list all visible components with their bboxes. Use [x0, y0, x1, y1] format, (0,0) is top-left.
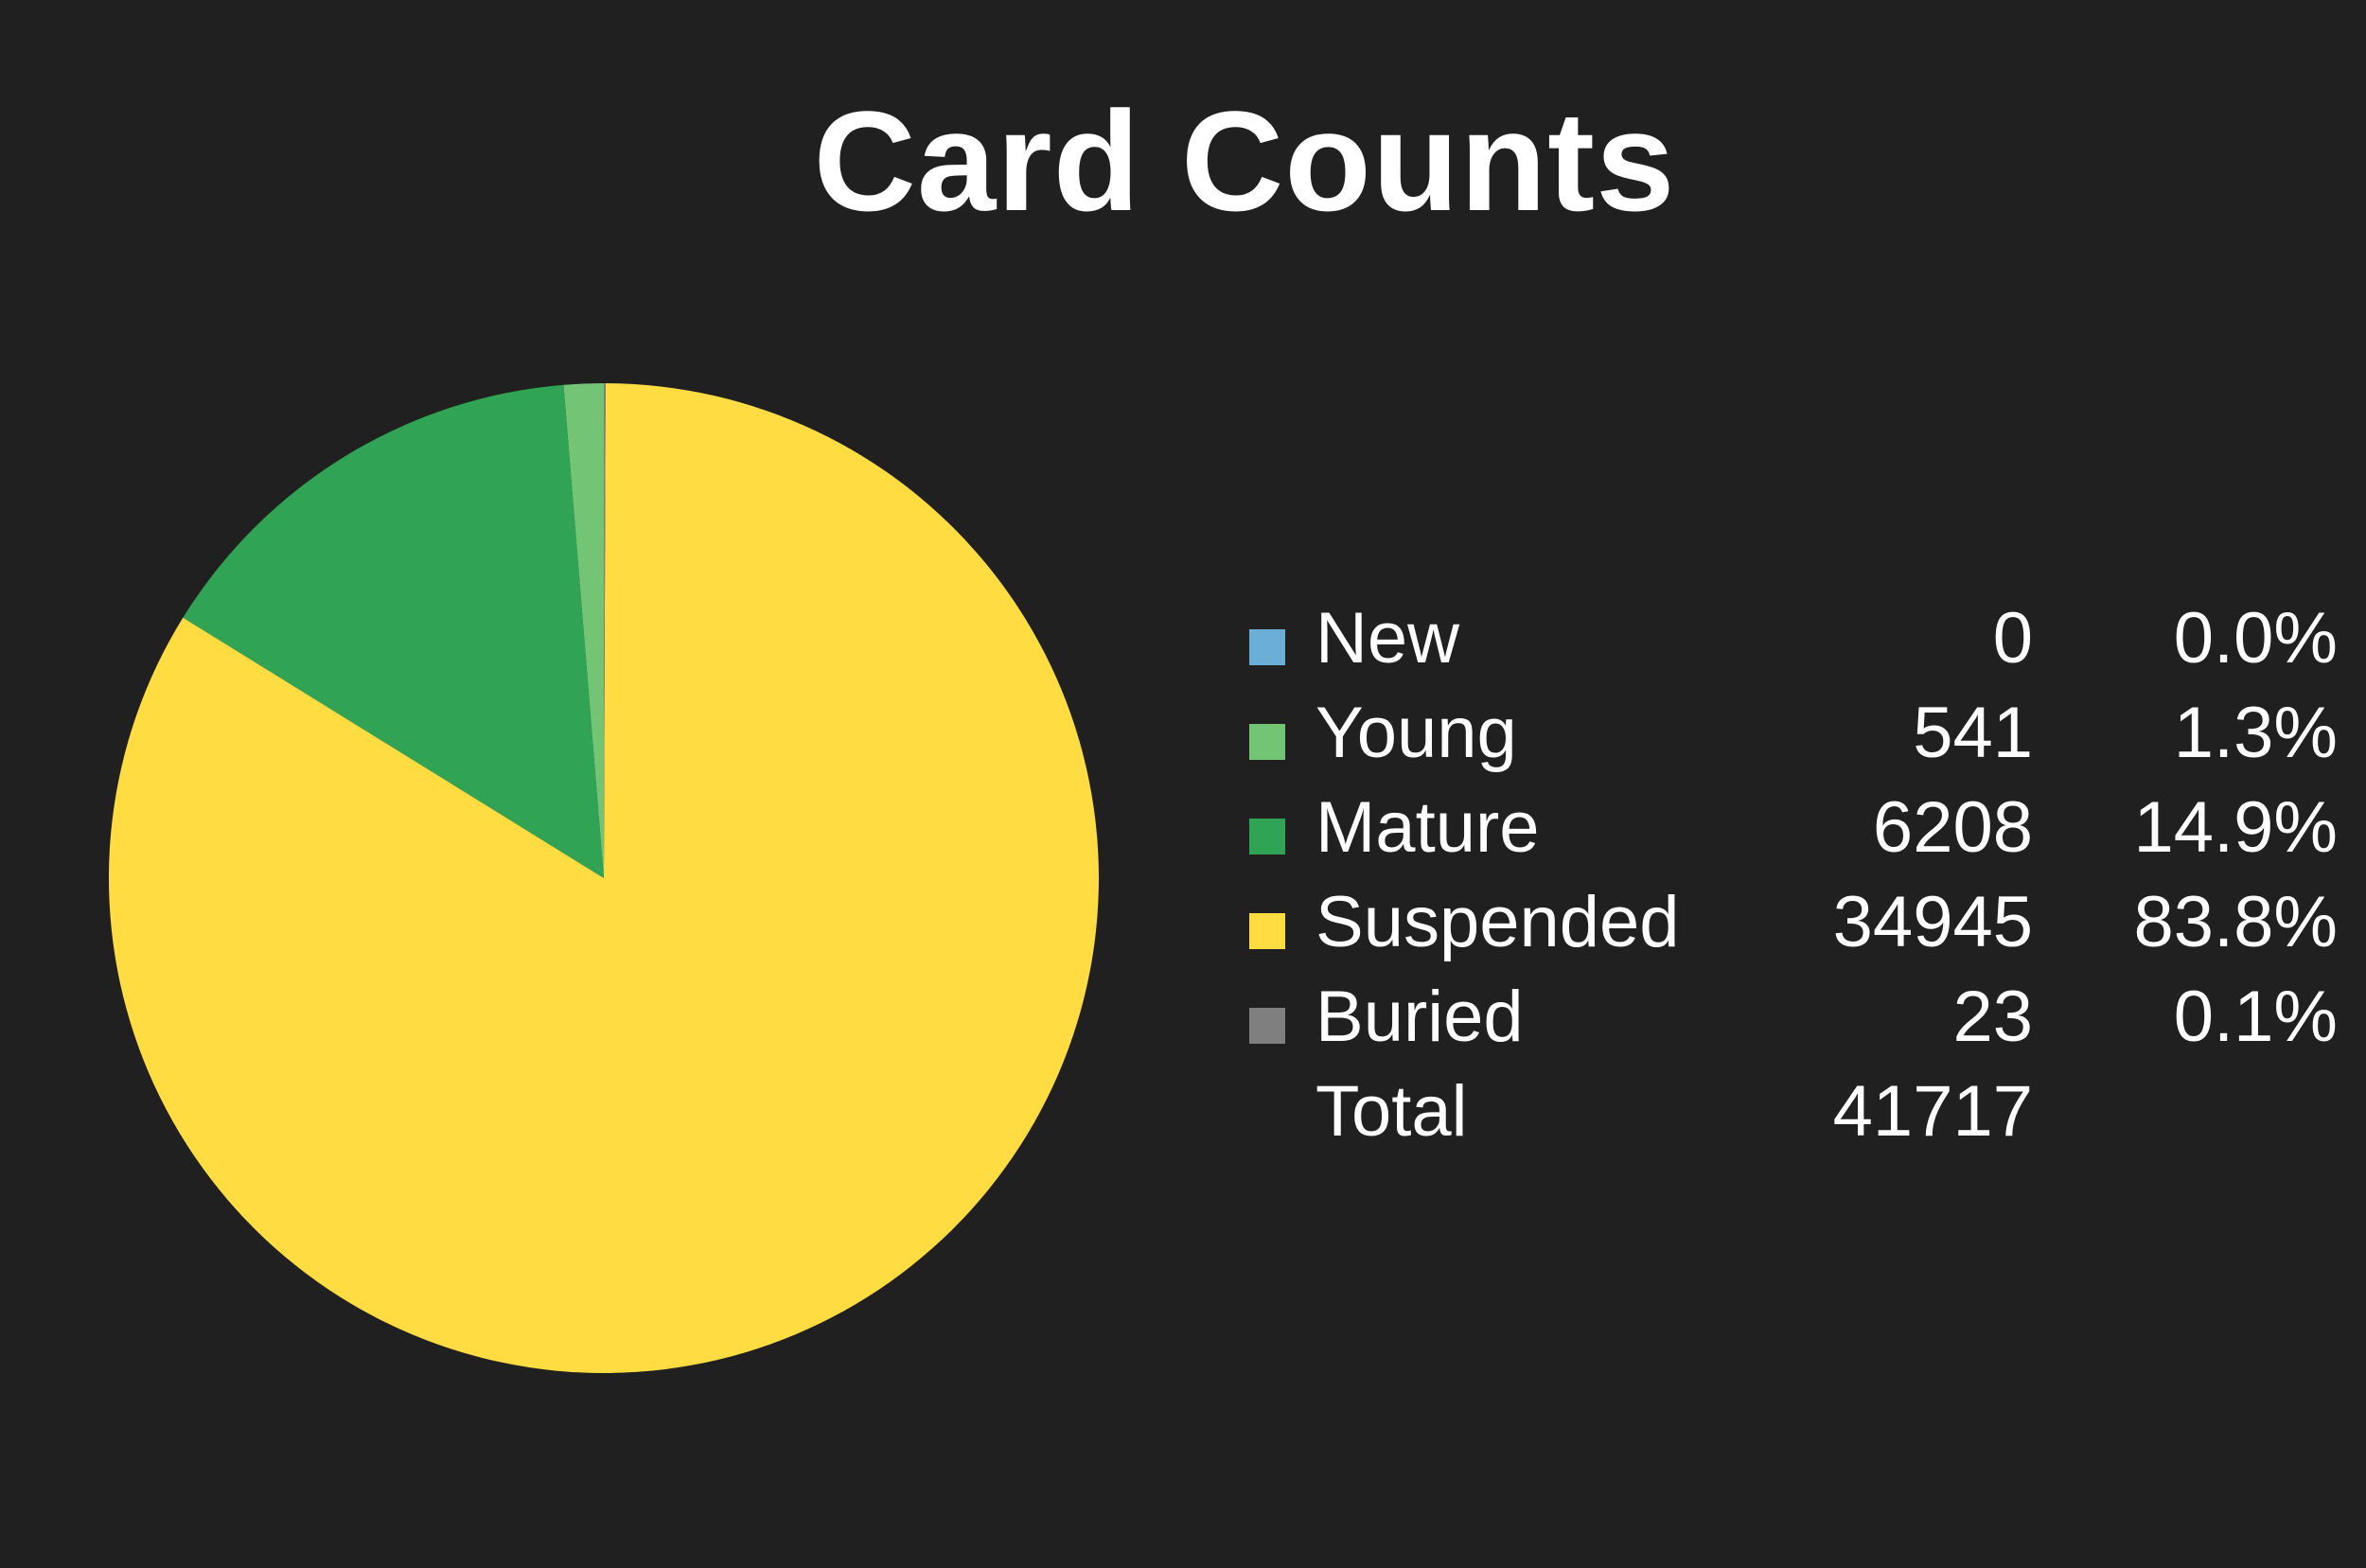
- pie-slice-buried: [604, 383, 606, 878]
- legend-row-buried: Buried 23 0.1%: [1249, 970, 2338, 1065]
- legend-count-new: 0: [1992, 598, 2033, 678]
- legend-count-total: 41717: [1832, 1071, 2033, 1152]
- legend-label-young: Young: [1315, 693, 1517, 773]
- legend-count-mature: 6208: [1872, 787, 2033, 868]
- legend-count-suspended: 34945: [1832, 882, 2033, 962]
- legend-row-mature: Mature 6208 14.9%: [1249, 781, 2338, 875]
- legend-percent-buried: 0.1%: [2173, 977, 2338, 1057]
- legend-swatch-young: [1249, 724, 1285, 760]
- pie-slice-mature: [183, 384, 604, 878]
- legend-label-total: Total: [1315, 1071, 1468, 1152]
- pie-chart: [108, 383, 1099, 1373]
- legend-label-mature: Mature: [1315, 787, 1540, 868]
- legend-percent-new: 0.0%: [2173, 598, 2338, 678]
- pie-slice-young: [563, 383, 604, 878]
- chart-title: Card Counts: [813, 81, 1676, 240]
- legend-label-suspended: Suspended: [1315, 882, 1680, 962]
- legend-row-young: Young 541 1.3%: [1249, 686, 2338, 781]
- legend: New 0 0.0% Young 541 1.3% Mature 6208 14…: [1249, 591, 2338, 1159]
- legend-percent-mature: 14.9%: [2133, 787, 2339, 868]
- legend-swatch-buried: [1249, 1008, 1285, 1044]
- legend-label-new: New: [1315, 598, 1460, 678]
- pie-slice-suspended: [108, 383, 1099, 1373]
- legend-swatch-suspended: [1249, 913, 1285, 949]
- legend-swatch-mature: [1249, 819, 1285, 854]
- legend-label-buried: Buried: [1315, 977, 1524, 1057]
- legend-percent-suspended: 83.8%: [2133, 882, 2339, 962]
- legend-row-new: New 0 0.0%: [1249, 591, 2338, 686]
- legend-count-young: 541: [1913, 693, 2033, 773]
- legend-count-buried: 23: [1952, 977, 2033, 1057]
- legend-swatch-new: [1249, 629, 1285, 665]
- legend-percent-young: 1.3%: [2173, 693, 2338, 773]
- legend-row-total: Total 41717: [1249, 1065, 2338, 1159]
- legend-row-suspended: Suspended 34945 83.8%: [1249, 875, 2338, 970]
